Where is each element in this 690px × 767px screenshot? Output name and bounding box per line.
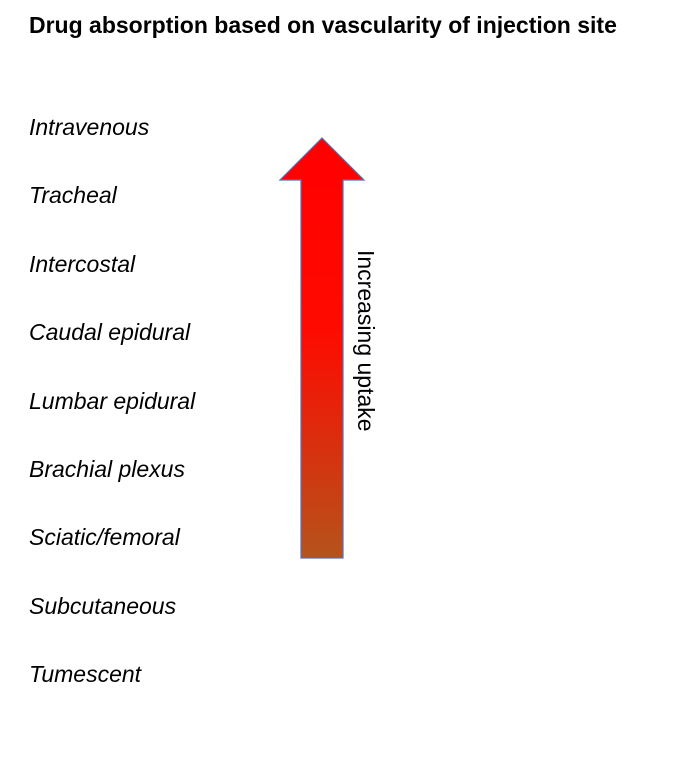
site-lumbar-epidural: Lumbar epidural: [29, 388, 196, 414]
site-subcutaneous: Subcutaneous: [29, 593, 177, 619]
site-sciatic-femoral: Sciatic/femoral: [29, 524, 180, 550]
arrow-label: Increasing uptake: [353, 250, 379, 432]
site-tracheal: Tracheal: [29, 182, 117, 208]
site-tumescent: Tumescent: [29, 661, 142, 687]
site-brachial-plexus: Brachial plexus: [29, 456, 185, 482]
site-intercostal: Intercostal: [29, 251, 136, 277]
figure-title: Drug absorption based on vascularity of …: [29, 12, 617, 38]
site-intravenous: Intravenous: [29, 114, 150, 140]
up-arrow-icon: [278, 137, 366, 559]
site-caudal-epidural: Caudal epidural: [29, 319, 191, 345]
